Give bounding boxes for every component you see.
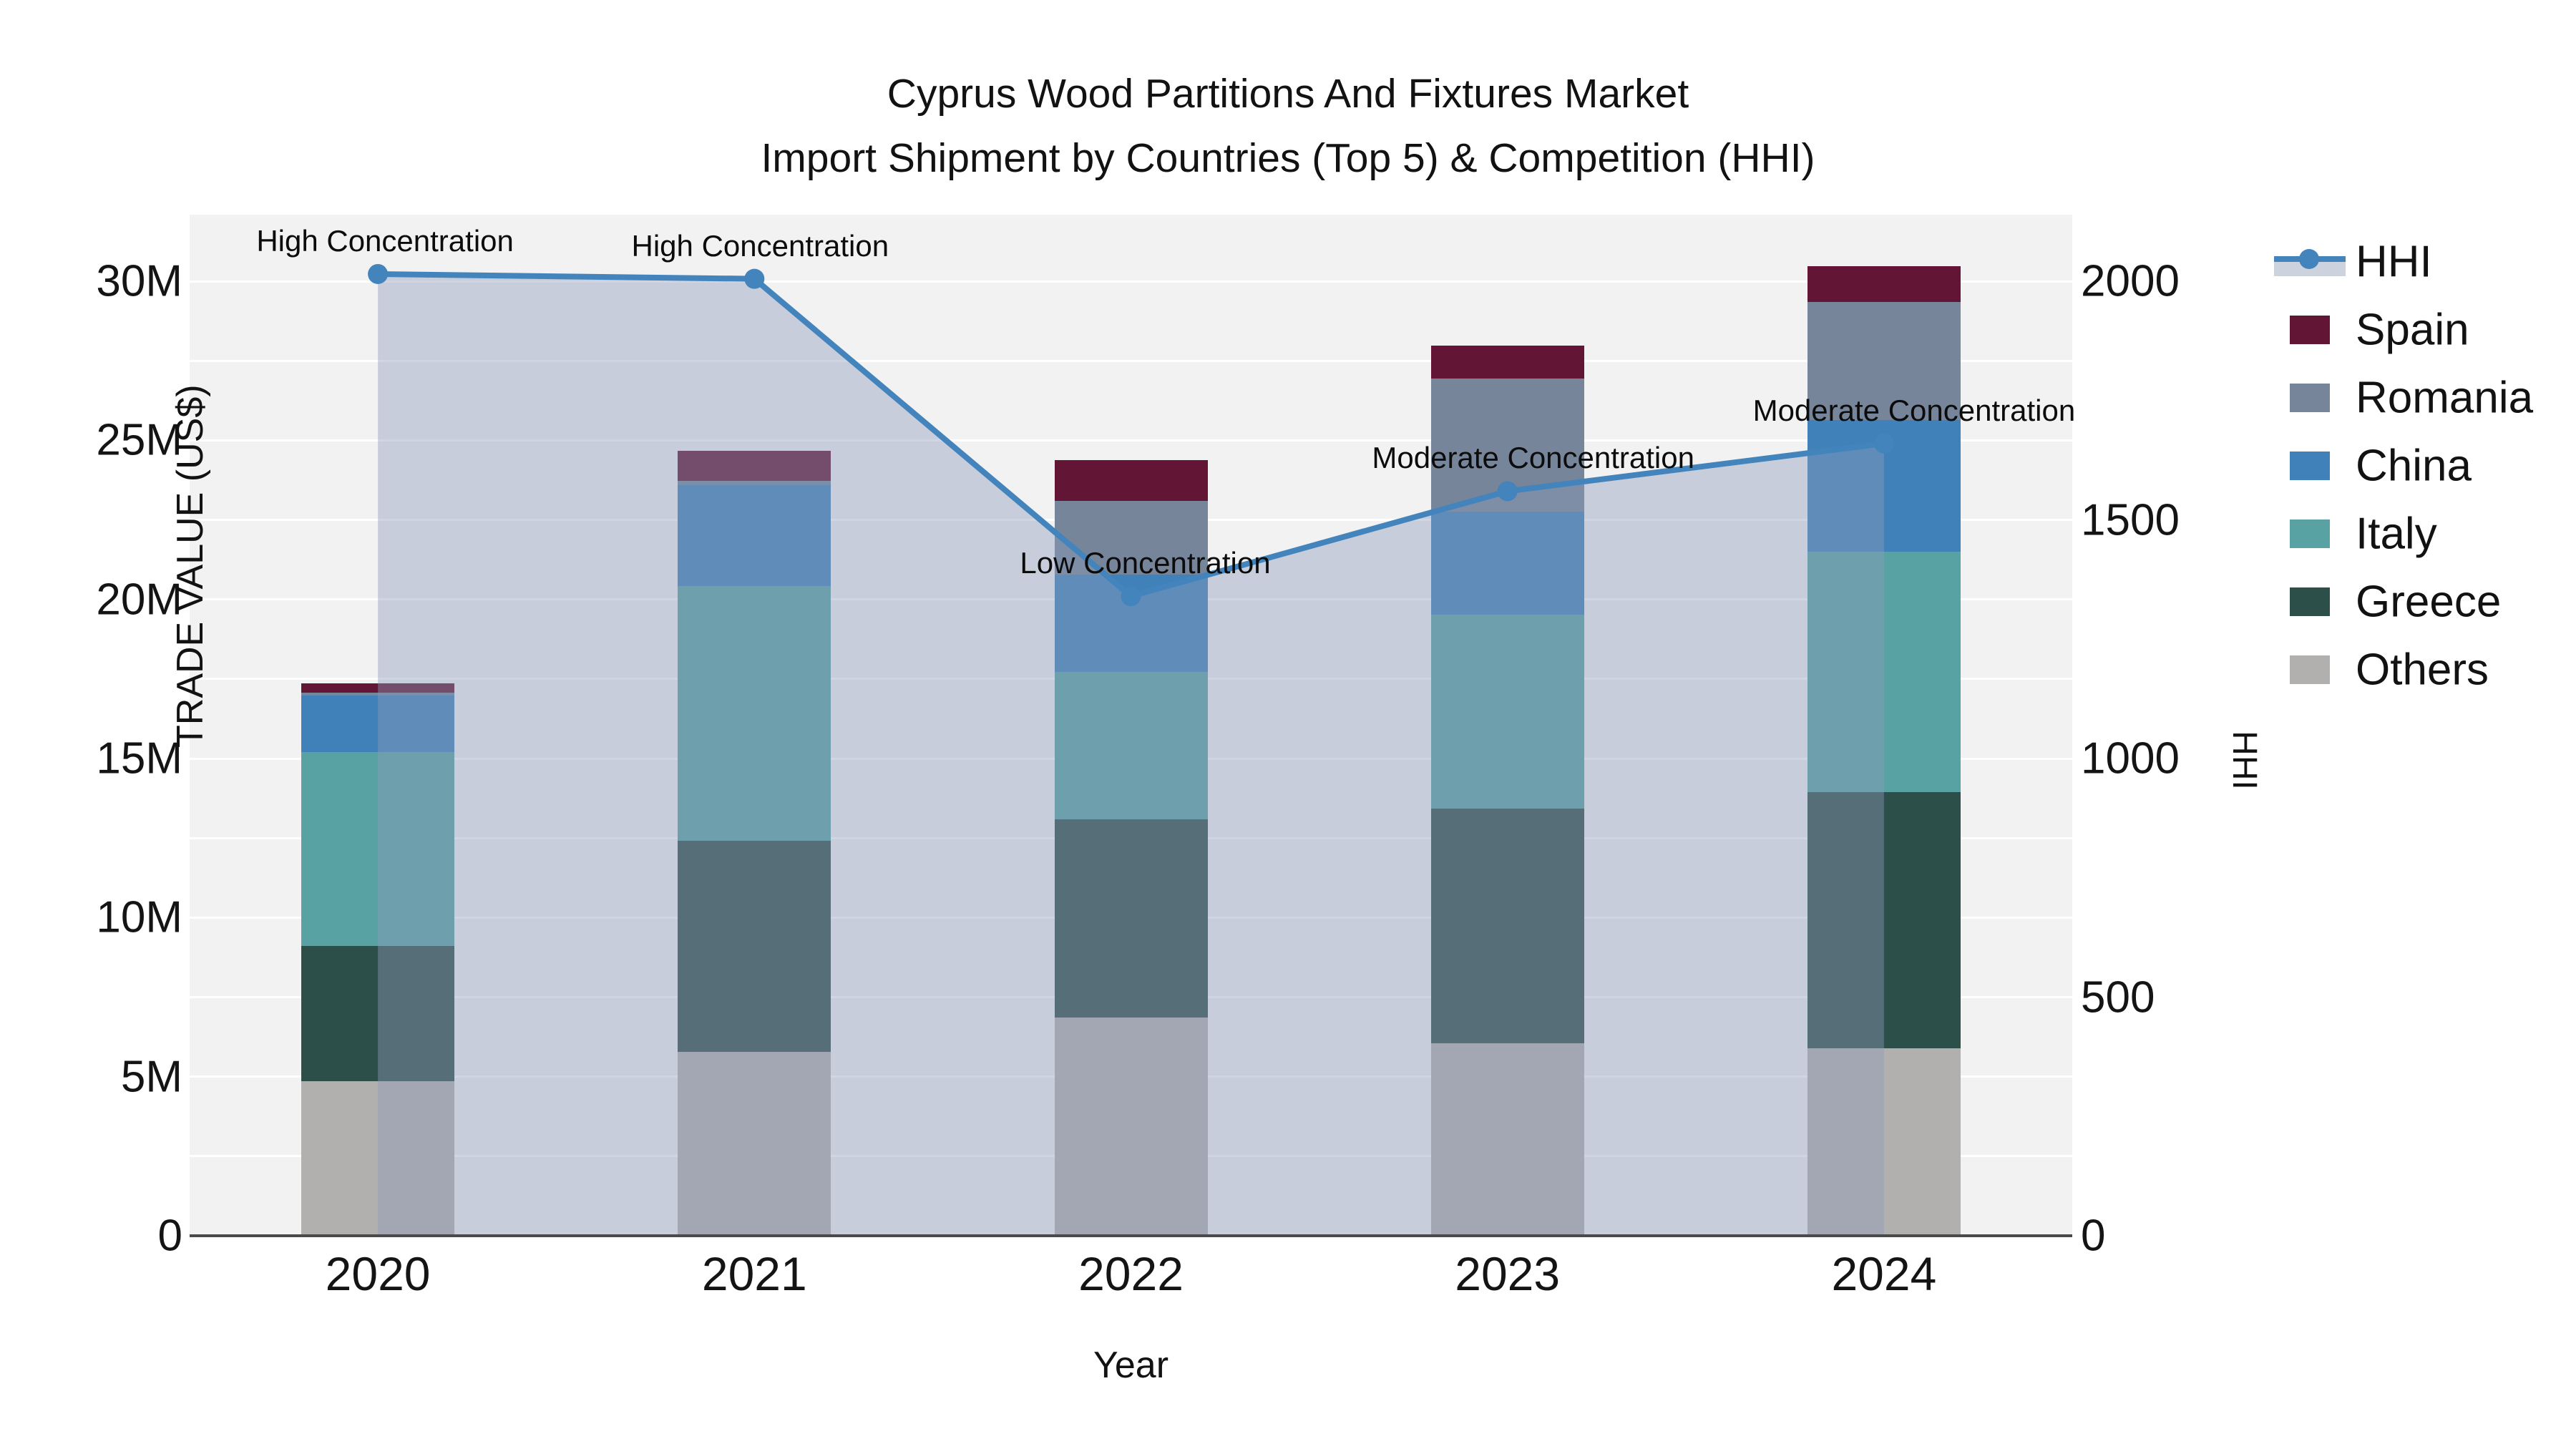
x-tick-2023: 2023 bbox=[1455, 1247, 1561, 1300]
bar-segment-china-2020[interactable] bbox=[301, 695, 455, 753]
bar-segment-italy-2022[interactable] bbox=[1054, 672, 1208, 820]
bar-segment-spain-2023[interactable] bbox=[1430, 346, 1584, 379]
right-tick-2000: 2000 bbox=[2081, 256, 2180, 306]
legend-item-italy[interactable]: Italy bbox=[2356, 509, 2437, 559]
bar-segment-italy-2023[interactable] bbox=[1430, 614, 1584, 809]
right-tick-1500: 1500 bbox=[2081, 495, 2180, 545]
legend-item-spain[interactable]: Spain bbox=[2356, 305, 2469, 355]
legend-hhi-marker-icon bbox=[2299, 249, 2319, 269]
bar-segment-spain-2021[interactable] bbox=[678, 450, 831, 482]
bar-segment-others-2022[interactable] bbox=[1054, 1018, 1208, 1236]
left-tick-15M: 15M bbox=[96, 733, 182, 784]
left-tick-25M: 25M bbox=[96, 415, 182, 465]
right-tick-0: 0 bbox=[2081, 1211, 2106, 1261]
left-tick-30M: 30M bbox=[96, 256, 182, 306]
annotation-2021: High Concentration bbox=[631, 228, 889, 263]
bar-segment-romania-2020[interactable] bbox=[301, 692, 455, 696]
annotation-2022: Low Concentration bbox=[1020, 546, 1271, 580]
x-tick-2024: 2024 bbox=[1831, 1247, 1937, 1300]
legend-item-hhi[interactable]: HHI bbox=[2356, 237, 2432, 287]
legend-item-romania[interactable]: Romania bbox=[2356, 373, 2534, 423]
bar-segment-spain-2020[interactable] bbox=[301, 683, 455, 693]
bar-segment-others-2021[interactable] bbox=[678, 1052, 831, 1236]
bar-segment-greece-2024[interactable] bbox=[1807, 792, 1961, 1048]
legend-swatch-greece bbox=[2290, 587, 2330, 616]
bar-segment-china-2024[interactable] bbox=[1807, 420, 1961, 552]
x-tick-2021: 2021 bbox=[701, 1247, 807, 1300]
legend-swatch-italy bbox=[2290, 519, 2330, 548]
bar-segment-china-2021[interactable] bbox=[678, 484, 831, 587]
right-tick-1000: 1000 bbox=[2081, 733, 2180, 784]
bar-segment-china-2023[interactable] bbox=[1430, 512, 1584, 615]
bar-segment-greece-2021[interactable] bbox=[678, 841, 831, 1053]
right-tick-500: 500 bbox=[2081, 972, 2155, 1022]
left-tick-0: 0 bbox=[157, 1211, 182, 1261]
legend-swatch-others bbox=[2290, 655, 2330, 684]
annotation-2023: Moderate Concentration bbox=[1372, 441, 1694, 475]
bar-segment-spain-2022[interactable] bbox=[1054, 460, 1208, 502]
gridline bbox=[190, 439, 2072, 441]
chart-title-line2: Import Shipment by Countries (Top 5) & C… bbox=[761, 135, 1815, 181]
annotation-2024: Moderate Concentration bbox=[1752, 393, 2076, 427]
x-tick-2022: 2022 bbox=[1078, 1247, 1184, 1300]
left-tick-5M: 5M bbox=[120, 1052, 182, 1102]
bar-segment-china-2022[interactable] bbox=[1054, 575, 1208, 673]
bar-segment-italy-2020[interactable] bbox=[301, 752, 455, 947]
bar-segment-greece-2022[interactable] bbox=[1054, 819, 1208, 1018]
bar-segment-greece-2023[interactable] bbox=[1430, 809, 1584, 1044]
x-axis-line bbox=[190, 1234, 2072, 1237]
bar-segment-italy-2024[interactable] bbox=[1807, 551, 1961, 793]
legend-swatch-china bbox=[2290, 452, 2330, 480]
x-tick-2020: 2020 bbox=[325, 1247, 431, 1300]
gridline bbox=[190, 359, 2072, 362]
bar-segment-others-2023[interactable] bbox=[1430, 1043, 1584, 1236]
bar-segment-romania-2021[interactable] bbox=[678, 481, 831, 485]
annotation-2020: High Concentration bbox=[256, 223, 514, 258]
legend-item-china[interactable]: China bbox=[2356, 441, 2472, 491]
bar-segment-greece-2020[interactable] bbox=[301, 946, 455, 1081]
bar-segment-italy-2021[interactable] bbox=[678, 586, 831, 841]
x-axis-title: Year bbox=[1093, 1345, 1169, 1386]
legend-item-greece[interactable]: Greece bbox=[2356, 577, 2502, 627]
chart-title-line1: Cyprus Wood Partitions And Fixtures Mark… bbox=[887, 71, 1689, 117]
legend-swatch-romania bbox=[2290, 384, 2330, 412]
bar-segment-spain-2024[interactable] bbox=[1807, 266, 1961, 302]
left-tick-20M: 20M bbox=[96, 575, 182, 625]
left-axis-title: TRADE VALUE (US$) bbox=[169, 384, 211, 748]
bar-segment-others-2020[interactable] bbox=[301, 1080, 455, 1236]
legend-swatch-spain bbox=[2290, 316, 2330, 344]
right-axis-title: HHI bbox=[2225, 731, 2263, 790]
legend-item-others[interactable]: Others bbox=[2356, 645, 2489, 695]
left-tick-10M: 10M bbox=[96, 892, 182, 942]
gridline bbox=[190, 280, 2072, 283]
bar-segment-others-2024[interactable] bbox=[1807, 1048, 1961, 1236]
